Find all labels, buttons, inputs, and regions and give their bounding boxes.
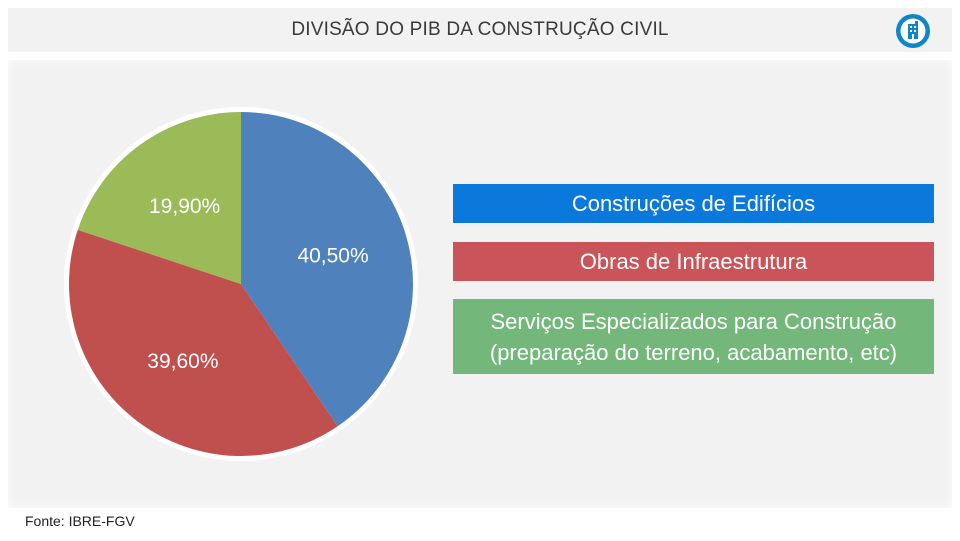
page-title: DIVISÃO DO PIB DA CONSTRUÇÃO CIVIL (291, 19, 669, 40)
source-note: Fonte: IBRE-FGV (25, 513, 135, 529)
pie-slice-construcoes-edificios (241, 112, 413, 427)
pie-data-label: 40,50% (297, 245, 368, 268)
legend-label: Serviços Especializados para Construção … (489, 308, 898, 365)
legend-item-servicos-especializados: Serviços Especializados para Construção … (453, 299, 934, 374)
pie-data-label: 19,90% (149, 195, 220, 218)
legend-item-obras-infraestrutura: Obras de Infraestrutura (453, 242, 934, 281)
pie-slice-servicos-especializados (77, 112, 241, 284)
pie-slice-obras-infraestrutura (68, 229, 338, 457)
legend-label: Construções de Edifícios (571, 191, 816, 216)
pie-chart: 40,50% 39,60% 19,90% (64, 102, 424, 467)
legend-item-construcoes-edificios: Construções de Edifícios (453, 184, 934, 223)
title-bar: DIVISÃO DO PIB DA CONSTRUÇÃO CIVIL (8, 8, 952, 52)
pie-data-label: 39,60% (147, 350, 218, 373)
building-logo-icon (895, 13, 931, 49)
legend-label: Obras de Infraestrutura (579, 249, 808, 274)
